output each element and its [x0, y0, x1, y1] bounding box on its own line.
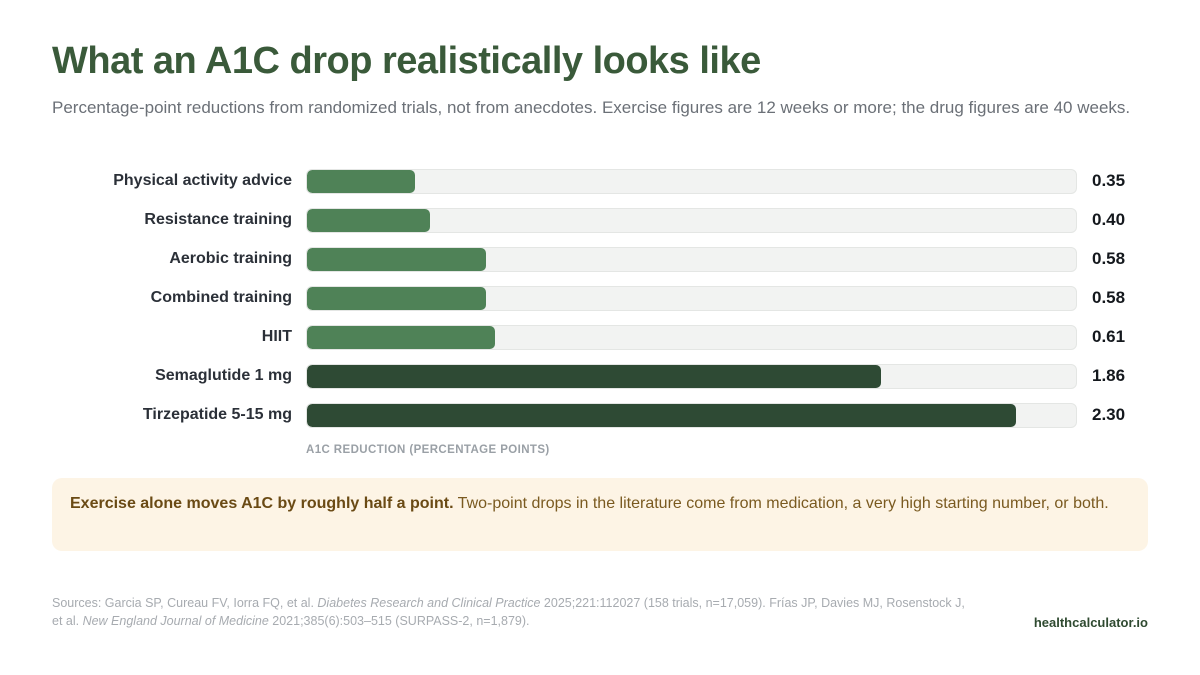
category-label: Semaglutide 1 mg	[155, 367, 292, 384]
category-label: Combined training	[150, 289, 292, 306]
sources-text-2: 2025;221:112027 (158 trials, n=17,059). …	[52, 596, 965, 628]
bar-row: Tirzepatide 5-15 mg 2.30	[0, 402, 1200, 430]
value-label: 1.86	[1092, 366, 1126, 385]
sources-footnote: Sources: Garcia SP, Cureau FV, Iorra FQ,…	[52, 594, 972, 630]
value-label: 0.58	[1092, 288, 1126, 307]
callout-text: Two-point drops in the literature come f…	[453, 495, 1109, 512]
value-label: 0.61	[1092, 327, 1126, 346]
brand-link[interactable]: healthcalculator.io	[1033, 615, 1148, 630]
bar	[307, 209, 431, 232]
sources-text-1: Sources: Garcia SP, Cureau FV, Iorra FQ,…	[52, 596, 318, 610]
callout-bold-text: Exercise alone moves A1C by roughly half…	[70, 495, 454, 512]
bar-row: Resistance training 0.40	[0, 207, 1200, 235]
bar-track	[306, 247, 1077, 272]
key-takeaway-callout: Exercise alone moves A1C by roughly half…	[52, 478, 1148, 551]
bar-track	[306, 403, 1077, 428]
value-label: 0.58	[1092, 249, 1126, 268]
category-label: Tirzepatide 5-15 mg	[142, 406, 292, 423]
category-label: HIIT	[261, 328, 292, 345]
bar-chart: Physical activity advice 0.35 Resistance t…	[0, 168, 1200, 468]
bar	[307, 404, 1017, 427]
category-label: Resistance training	[144, 211, 292, 228]
bar	[307, 170, 415, 193]
bar-track	[306, 325, 1077, 350]
category-label: Aerobic training	[169, 250, 292, 267]
value-label: 0.35	[1092, 171, 1126, 190]
journal-name-1: Diabetes Research and Clinical Practice	[317, 596, 541, 610]
x-axis-label: A1C REDUCTION (PERCENTAGE POINTS)	[306, 444, 550, 456]
value-label: 0.40	[1092, 210, 1126, 229]
value-label: 2.30	[1092, 405, 1126, 424]
bar-track	[306, 169, 1077, 194]
journal-name-2: New England Journal of Medicine	[82, 614, 269, 628]
bar-track	[306, 286, 1077, 311]
bar-row: Combined training 0.58	[0, 285, 1200, 313]
bar	[307, 287, 486, 310]
bar	[307, 326, 496, 349]
bar-row: HIIT 0.61	[0, 324, 1200, 352]
bar-row: Physical activity advice 0.35	[0, 168, 1200, 196]
sources-text-3: 2021;385(6):503–515 (SURPASS-2, n=1,879)…	[268, 614, 530, 628]
bar-track	[306, 364, 1077, 389]
category-label: Physical activity advice	[113, 172, 292, 189]
chart-title: What an A1C drop realistically looks lik…	[52, 40, 761, 82]
bar-track	[306, 208, 1077, 233]
chart-subtitle: Percentage-point reductions from randomi…	[52, 98, 1131, 117]
bar	[307, 365, 881, 388]
bar	[307, 248, 486, 271]
bar-row: Aerobic training 0.58	[0, 246, 1200, 274]
bar-row: Semaglutide 1 mg 1.86	[0, 363, 1200, 391]
